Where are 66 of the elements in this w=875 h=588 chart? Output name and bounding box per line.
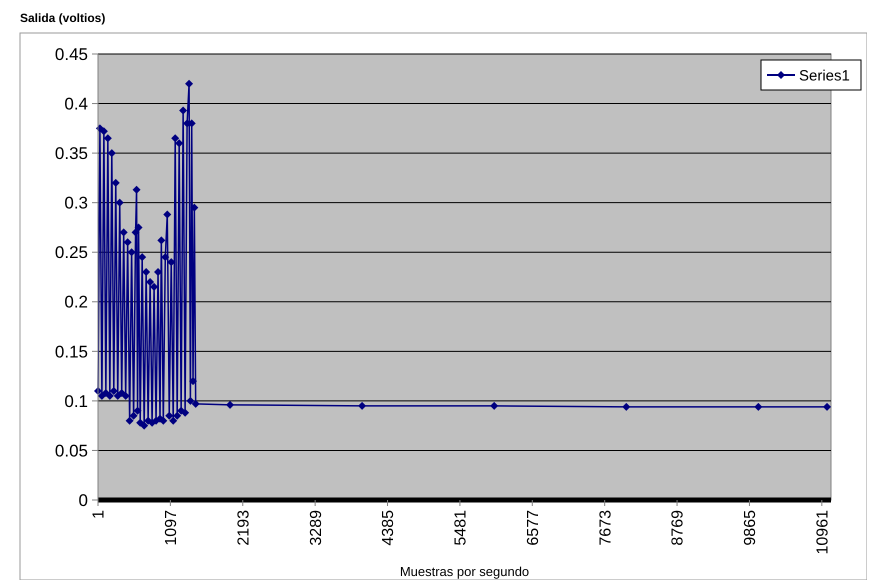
point <box>110 386 118 395</box>
x-tick-label: 7673 <box>597 510 614 546</box>
point <box>186 396 194 405</box>
y-tick-label: 0.1 <box>64 392 88 411</box>
x-tick-label: 6577 <box>524 510 542 546</box>
x-tick-label: 3289 <box>308 510 325 546</box>
point <box>104 134 112 142</box>
x-tick-label: 2193 <box>235 510 252 546</box>
point <box>106 392 114 400</box>
point <box>192 400 200 408</box>
x-tick-label: 1 <box>90 510 108 519</box>
point <box>226 400 234 409</box>
point <box>185 80 194 88</box>
point <box>490 402 498 410</box>
point <box>150 282 158 291</box>
point <box>146 278 154 286</box>
y-tick-label: 0.2 <box>64 292 88 312</box>
point <box>122 392 130 400</box>
point <box>128 248 136 256</box>
point <box>120 228 128 236</box>
point <box>622 402 630 411</box>
legend-label: Series1 <box>799 67 850 84</box>
point <box>116 198 124 207</box>
y-tick-label: 0.05 <box>54 441 88 460</box>
point <box>171 134 180 142</box>
point <box>132 228 140 236</box>
x-tick-label: 5481 <box>452 510 470 546</box>
x-axis-title: Muestras por segundo <box>400 564 530 579</box>
point <box>190 204 198 212</box>
y-tick-label: 0.25 <box>54 243 88 262</box>
point <box>163 210 172 219</box>
point <box>142 268 150 276</box>
point <box>132 186 141 194</box>
point <box>157 236 166 244</box>
y-axis-title: Salida (voltios) <box>20 11 106 25</box>
point <box>181 408 190 417</box>
y-tick-label: 0.4 <box>64 94 88 114</box>
x-tick-label: 1097 <box>162 510 180 546</box>
point <box>124 238 132 246</box>
point <box>134 406 142 415</box>
point <box>112 178 120 187</box>
y-tick-label: 0.3 <box>64 194 88 213</box>
point <box>100 127 108 136</box>
point <box>358 402 366 410</box>
y-tick-label: 0.45 <box>54 44 88 64</box>
x-tick-label: 8769 <box>670 510 687 546</box>
point <box>754 402 762 411</box>
point <box>130 412 138 420</box>
point <box>134 223 143 232</box>
x-tick-label: 4385 <box>380 510 398 546</box>
point <box>173 412 182 420</box>
point <box>108 149 116 158</box>
point <box>161 253 170 262</box>
x-tick-label: 9865 <box>742 510 760 546</box>
y-tick-label: 0 <box>78 490 88 510</box>
point <box>169 416 178 425</box>
point <box>126 416 134 425</box>
point <box>165 412 174 420</box>
point <box>823 402 832 411</box>
point <box>179 106 188 114</box>
point <box>189 377 198 386</box>
point <box>175 139 184 148</box>
point <box>140 422 148 430</box>
x-tick-label: 10961 <box>814 510 832 554</box>
y-tick-label: 0.15 <box>54 342 88 362</box>
y-tick-label: 0.35 <box>54 144 88 164</box>
